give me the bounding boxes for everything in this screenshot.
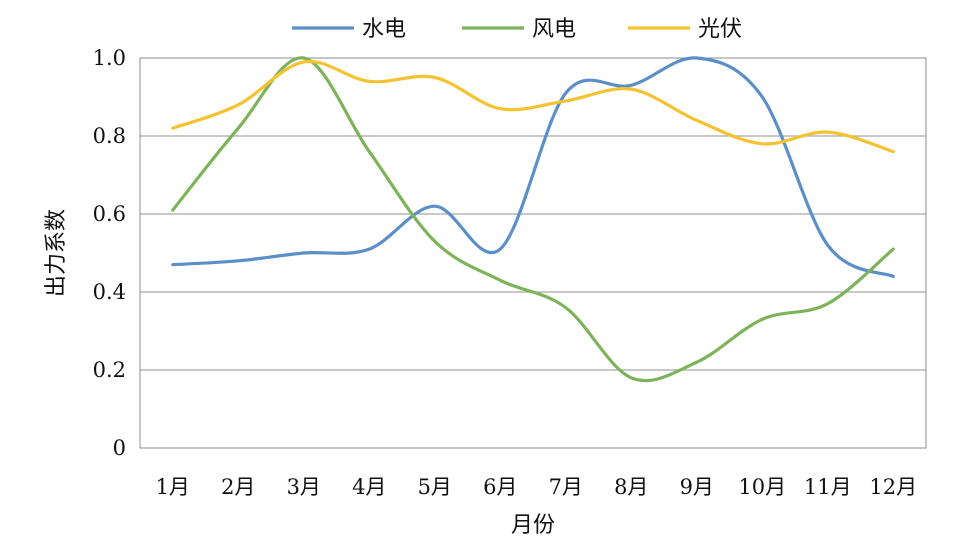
x-tick-label: 1月: [156, 475, 190, 499]
legend-label: 光伏: [698, 17, 742, 42]
y-tick-label: 0.6: [93, 202, 126, 226]
x-tick-label: 6月: [483, 475, 517, 499]
y-tick-label: 1.0: [93, 46, 126, 70]
x-tick-label: 3月: [287, 475, 321, 499]
x-tick-label: 2月: [221, 475, 255, 499]
series-line-1: [171, 56, 895, 278]
y-tick-label: 0.2: [93, 358, 126, 382]
x-tick-label: 5月: [418, 475, 452, 499]
x-tick-label: 4月: [352, 475, 386, 499]
series-line-2: [171, 56, 895, 383]
y-tick-label: 0: [113, 436, 126, 460]
series-line-3: [171, 59, 895, 154]
y-axis-title: 出力系数: [44, 209, 69, 297]
plot-area-frame: [139, 57, 927, 449]
legend-label: 水电: [362, 17, 406, 42]
grid-lines: [140, 135, 926, 371]
y-axis-ticks: 0 0.2 0.4 0.6 0.8 1.0: [93, 46, 126, 460]
x-tick-label: 8月: [614, 475, 648, 499]
x-tick-label: 10月: [738, 475, 786, 499]
legend-label: 风电: [532, 17, 576, 42]
x-tick-label: 12月: [869, 475, 917, 499]
y-tick-label: 0.8: [93, 124, 126, 148]
x-axis-title: 月份: [511, 513, 555, 538]
y-tick-label: 0.4: [93, 280, 126, 304]
x-axis-ticks: 1月 2月 3月 4月 5月 6月 7月 8月 9月 10月 11月 12月: [156, 475, 918, 499]
x-tick-label: 11月: [804, 475, 852, 499]
series-lines: [171, 56, 895, 383]
legend: 水电 风电 光伏: [292, 17, 742, 42]
x-tick-label: 7月: [549, 475, 583, 499]
x-tick-label: 9月: [680, 475, 714, 499]
